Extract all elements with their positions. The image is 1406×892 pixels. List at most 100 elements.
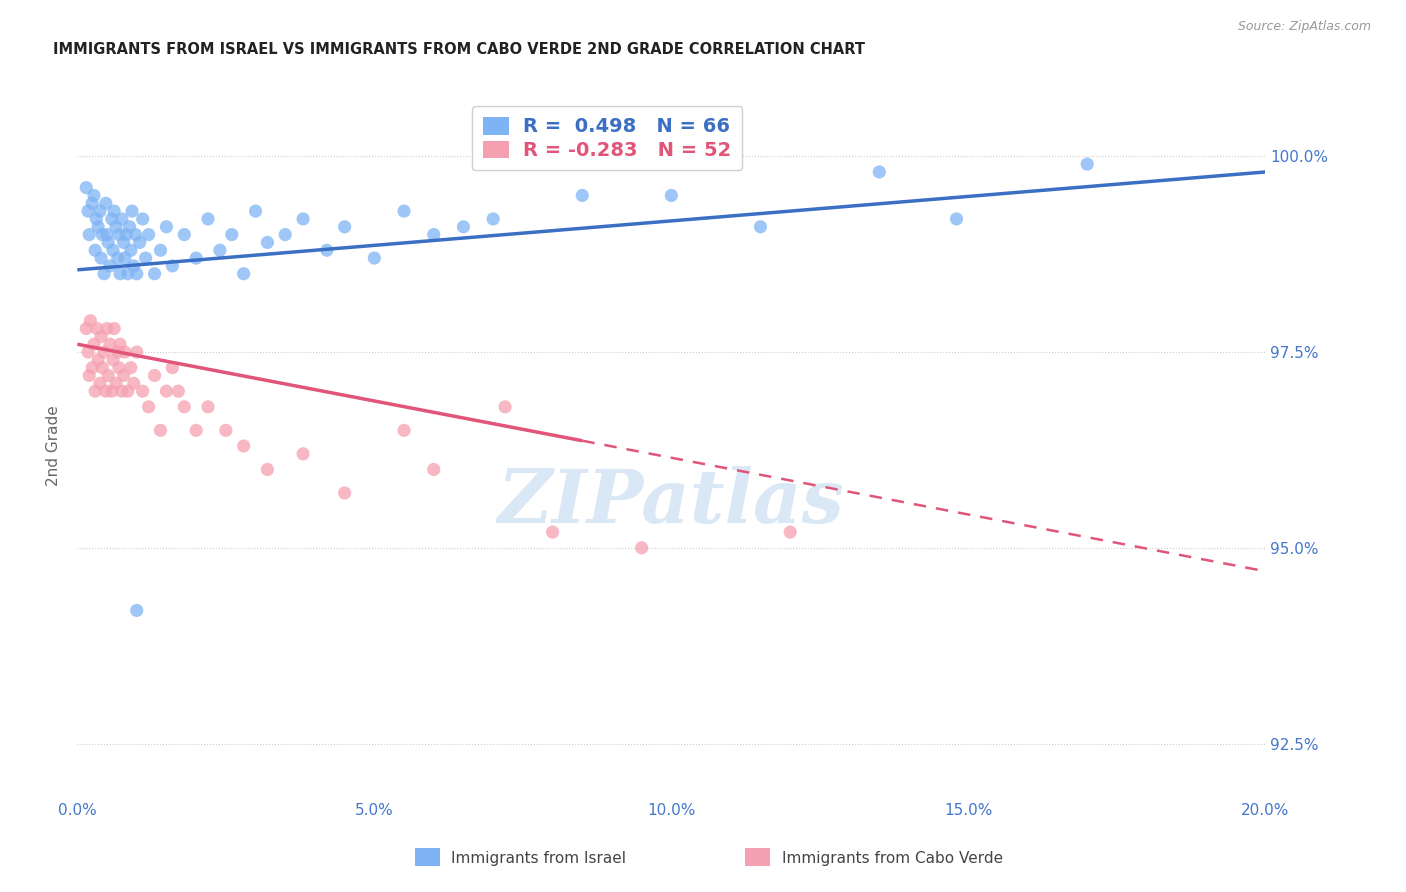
Point: [111, 384, 134, 399]
Point: [482, 211, 505, 226]
Text: IMMIGRANTS FROM ISRAEL VS IMMIGRANTS FROM CABO VERDE 2ND GRADE CORRELATION CHART: IMMIGRANTS FROM ISRAEL VS IMMIGRANTS FRO…: [53, 42, 866, 56]
Bar: [415, 848, 440, 866]
Point: [131, 211, 153, 226]
Point: [90, 329, 112, 343]
Point: [333, 219, 356, 234]
Point: [114, 345, 136, 359]
Point: [571, 188, 593, 202]
Point: [292, 447, 315, 461]
Point: [1076, 157, 1098, 171]
Point: [162, 259, 184, 273]
Point: [541, 525, 564, 540]
Point: [84, 244, 107, 258]
Point: [274, 227, 297, 242]
Point: [82, 360, 104, 375]
Point: [87, 219, 110, 234]
Point: [149, 244, 172, 258]
Point: [256, 462, 278, 476]
Bar: [745, 848, 770, 866]
Point: [98, 259, 121, 273]
Point: [333, 486, 356, 500]
Point: [77, 368, 100, 383]
Point: [117, 267, 139, 281]
Point: [108, 227, 131, 242]
Y-axis label: 2nd Grade: 2nd Grade: [46, 406, 62, 486]
Point: [245, 204, 267, 219]
Point: [111, 211, 134, 226]
Text: ZIPatlas: ZIPatlas: [498, 467, 845, 539]
Point: [96, 321, 118, 335]
Point: [143, 267, 166, 281]
Point: [232, 439, 254, 453]
Point: [101, 352, 124, 367]
Point: [89, 204, 111, 219]
Point: [108, 337, 131, 351]
Point: [392, 423, 415, 437]
Point: [162, 360, 184, 375]
Point: [91, 360, 114, 375]
Point: [661, 188, 683, 202]
Point: [155, 219, 177, 234]
Point: [107, 345, 129, 359]
Point: [363, 251, 385, 265]
Point: [108, 267, 131, 281]
Point: [120, 360, 142, 375]
Point: [86, 211, 108, 226]
Text: Immigrants from Cabo Verde: Immigrants from Cabo Verde: [782, 851, 1002, 865]
Point: [112, 235, 135, 250]
Point: [104, 219, 127, 234]
Text: Immigrants from Israel: Immigrants from Israel: [451, 851, 626, 865]
Point: [87, 352, 110, 367]
Point: [135, 251, 157, 265]
Text: Source: ZipAtlas.com: Source: ZipAtlas.com: [1237, 21, 1371, 33]
Point: [108, 360, 131, 375]
Point: [167, 384, 190, 399]
Point: [749, 219, 772, 234]
Point: [94, 384, 117, 399]
Point: [149, 423, 172, 437]
Point: [221, 227, 243, 242]
Point: [93, 267, 115, 281]
Point: [75, 321, 97, 335]
Point: [138, 227, 160, 242]
Point: [423, 227, 446, 242]
Point: [256, 235, 278, 250]
Point: [112, 368, 135, 383]
Point: [128, 235, 150, 250]
Point: [107, 251, 129, 265]
Point: [453, 219, 475, 234]
Point: [77, 204, 100, 219]
Point: [315, 244, 337, 258]
Point: [79, 314, 101, 328]
Point: [84, 384, 107, 399]
Point: [292, 211, 315, 226]
Point: [83, 188, 105, 202]
Point: [122, 259, 145, 273]
Point: [103, 204, 125, 219]
Point: [96, 227, 118, 242]
Point: [125, 267, 148, 281]
Point: [103, 321, 125, 335]
Point: [93, 345, 115, 359]
Point: [155, 384, 177, 399]
Point: [101, 244, 124, 258]
Point: [630, 541, 652, 555]
Point: [97, 368, 120, 383]
Point: [215, 423, 238, 437]
Point: [186, 423, 208, 437]
Point: [494, 400, 516, 414]
Point: [125, 603, 148, 617]
Point: [101, 384, 124, 399]
Point: [117, 384, 139, 399]
Point: [232, 267, 254, 281]
Point: [143, 368, 166, 383]
Point: [97, 235, 120, 250]
Point: [114, 251, 136, 265]
Point: [86, 321, 108, 335]
Point: [945, 211, 967, 226]
Point: [173, 400, 195, 414]
Point: [121, 204, 143, 219]
Point: [115, 227, 138, 242]
Point: [186, 251, 208, 265]
Point: [89, 376, 111, 391]
